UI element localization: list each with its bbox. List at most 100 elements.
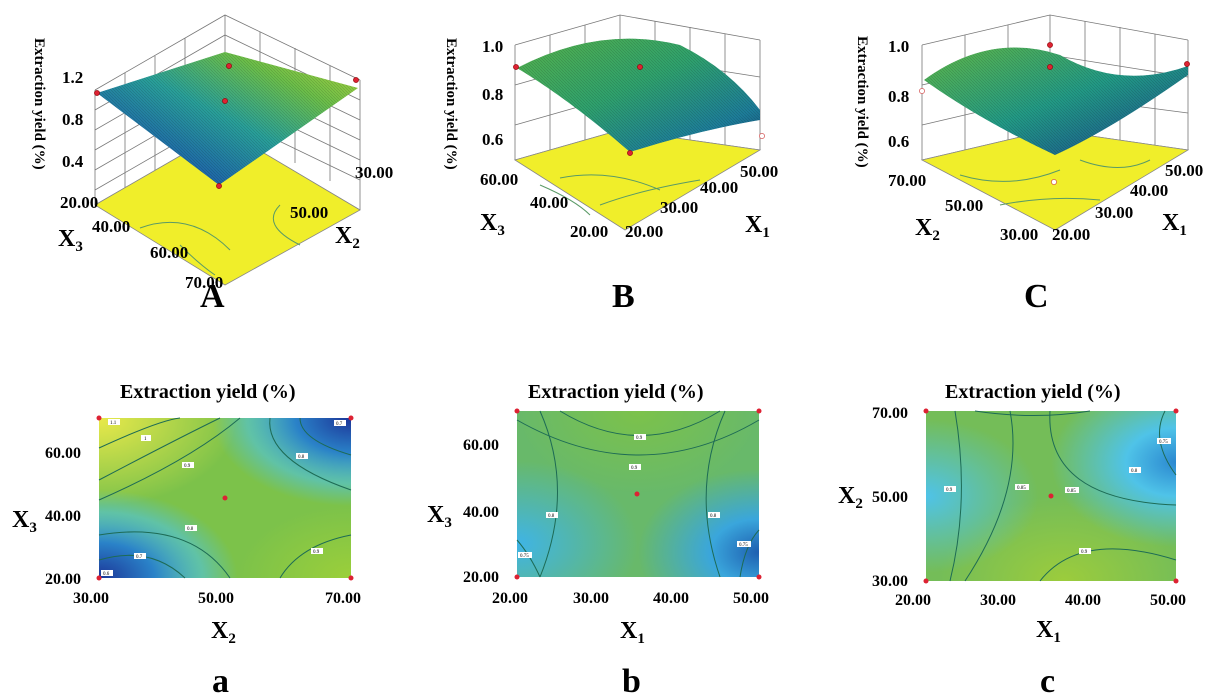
x3-tick-b-1: 60.00 (480, 170, 518, 189)
x2-tick-a-2: 50.00 (290, 203, 328, 222)
panel-label-c-upper: C (1024, 278, 1049, 315)
contour-panel-b: Extraction yield (%) 0.9 0.9 0.8 0.8 0.7… (427, 381, 769, 699)
contour-panel-c: Extraction yield (%) 0.9 0.85 0.85 0.8 0… (838, 381, 1186, 699)
surface-panel-b: 1.0 0.8 0.6 Extraction yield (%) 60.00 4… (443, 14, 778, 315)
z-tick-a-3: 0.4 (62, 152, 84, 171)
y-axis-label-b: X3 (427, 502, 452, 531)
design-points-contour-b (514, 408, 762, 580)
y-axis-label-a: X3 (12, 507, 37, 536)
x2-tick-c-2: 50.00 (945, 196, 983, 215)
z-tick-b-1: 1.0 (482, 37, 503, 56)
x-tick-a-3: 70.00 (325, 590, 361, 607)
surface-panel-c: 1.0 0.8 0.6 Extraction yield (%) 70.00 5… (854, 14, 1203, 315)
x-tick-b-3: 40.00 (653, 590, 689, 607)
x1-tick-b-4: 50.00 (740, 162, 778, 181)
y-tick-c-3: 30.00 (872, 573, 908, 590)
y-tick-a-3: 20.00 (45, 571, 81, 588)
svg-text:0.9: 0.9 (184, 464, 191, 469)
y-tick-b-3: 20.00 (463, 569, 499, 586)
floor-contour-lines-b (539, 174, 701, 216)
z-tick-a-2: 0.8 (62, 110, 83, 129)
panel-label-a-upper: A (200, 278, 225, 315)
z-tick-c-3: 0.6 (888, 132, 909, 151)
x-axis-label-b: X1 (620, 618, 645, 647)
x2-axis-label-a: X2 (335, 223, 360, 252)
z-tick-c-2: 0.8 (888, 87, 909, 106)
svg-text:0.9: 0.9 (313, 550, 320, 555)
x-tick-b-1: 20.00 (492, 590, 528, 607)
x1-tick-b-3: 40.00 (700, 178, 738, 197)
x3-axis-label-b: X3 (480, 210, 505, 239)
x2-tick-c-1: 70.00 (888, 171, 926, 190)
svg-text:0.85: 0.85 (1067, 489, 1076, 494)
contour-lines-a (98, 417, 352, 579)
svg-text:0.75: 0.75 (739, 543, 748, 548)
contour-level-labels-c: 0.9 0.85 0.85 0.8 0.75 0.9 (944, 438, 1171, 555)
x-tick-c-4: 50.00 (1150, 592, 1186, 609)
panel-label-a-lower: a (212, 663, 229, 699)
svg-text:0.8: 0.8 (1131, 469, 1138, 474)
z-tick-b-3: 0.6 (482, 130, 503, 149)
z-tick-c-1: 1.0 (888, 37, 909, 56)
design-points-contour-c (923, 408, 1179, 584)
y-tick-c-2: 50.00 (872, 489, 908, 506)
svg-text:0.8: 0.8 (710, 514, 717, 519)
svg-text:0.7: 0.7 (136, 555, 143, 560)
svg-text:0.8: 0.8 (548, 514, 555, 519)
x-axis-label-a: X2 (211, 618, 236, 647)
surface-panel-a: 1.2 0.8 0.4 Extraction yield (%) 20.00 4… (31, 14, 393, 315)
y-tick-b-2: 40.00 (463, 504, 499, 521)
z-axis-label-b: Extraction yield (%) (443, 38, 459, 170)
contour-level-labels-a: 1.1 1 0.9 0.8 0.8 0.7 0.7 0.9 0.6 (101, 419, 346, 577)
x1-axis-label-b: X1 (745, 212, 770, 241)
x3-tick-a-2: 40.00 (92, 217, 130, 236)
panel-label-c-lower: c (1040, 663, 1055, 699)
x1-axis-label-c: X1 (1162, 210, 1187, 239)
y-axis-label-c: X2 (838, 483, 863, 512)
panel-label-b-lower: b (622, 663, 641, 699)
design-points-c (919, 42, 1190, 185)
contour-level-labels-b: 0.9 0.9 0.8 0.8 0.75 0.75 (518, 434, 751, 559)
floor-contour-b (514, 129, 762, 231)
svg-text:1.1: 1.1 (110, 421, 117, 426)
x1-tick-b-2: 30.00 (660, 198, 698, 217)
z-tick-a-1: 1.2 (62, 68, 83, 87)
svg-text:0.8: 0.8 (187, 527, 194, 532)
svg-text:0.6: 0.6 (103, 572, 110, 577)
x-tick-a-2: 50.00 (198, 590, 234, 607)
svg-text:0.85: 0.85 (1017, 486, 1026, 491)
x-tick-c-1: 20.00 (895, 592, 931, 609)
x-axis-label-c: X1 (1036, 617, 1061, 646)
x1-tick-c-4: 50.00 (1165, 161, 1203, 180)
floor-contour-lines-a (139, 204, 301, 276)
z-axis-label-c: Extraction yield (%) (854, 36, 870, 168)
svg-text:0.9: 0.9 (1081, 550, 1088, 555)
contour-title-a: Extraction yield (%) (120, 381, 296, 403)
svg-text:0.75: 0.75 (520, 554, 529, 559)
z-tick-b-2: 0.8 (482, 85, 503, 104)
svg-text:0.75: 0.75 (1159, 440, 1168, 445)
contour-lines-c (949, 410, 1177, 582)
design-points-contour-a (96, 415, 354, 581)
svg-text:1: 1 (144, 437, 147, 442)
x3-tick-b-3: 20.00 (570, 222, 608, 241)
x3-tick-b-2: 40.00 (530, 193, 568, 212)
x-tick-c-2: 30.00 (980, 592, 1016, 609)
x3-tick-a-1: 20.00 (60, 193, 98, 212)
panel-label-b-upper: B (612, 278, 635, 315)
x3-tick-a-3: 60.00 (150, 243, 188, 262)
contour-title-b: Extraction yield (%) (528, 381, 704, 403)
x2-tick-a-1: 30.00 (355, 163, 393, 182)
floor-contour-lines-c (959, 159, 1151, 206)
x1-tick-c-2: 30.00 (1095, 203, 1133, 222)
x-tick-b-2: 30.00 (573, 590, 609, 607)
x-tick-a-1: 30.00 (73, 590, 109, 607)
svg-text:0.9: 0.9 (636, 436, 643, 441)
x1-tick-c-3: 40.00 (1130, 181, 1168, 200)
design-points-a (94, 63, 359, 189)
x1-tick-c-1: 20.00 (1052, 225, 1090, 244)
x1-tick-b-1: 20.00 (625, 222, 663, 241)
x2-tick-c-3: 30.00 (1000, 225, 1038, 244)
y-tick-c-1: 70.00 (872, 405, 908, 422)
